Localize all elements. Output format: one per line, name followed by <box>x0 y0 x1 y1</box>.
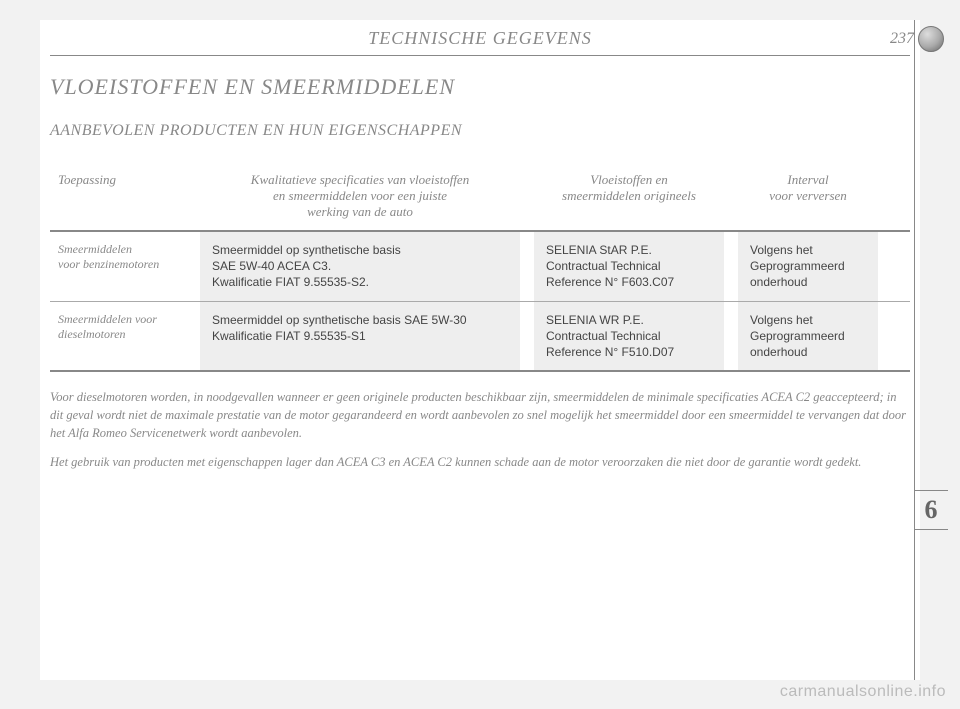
page-content: VLOEISTOFFEN EN SMEERMIDDELEN AANBEVOLEN… <box>40 56 920 471</box>
cell-product: SELENIA StAR P.E. Contractual Technical … <box>534 232 724 301</box>
col-header-spec: Kwalitatieve specificaties van vloeistof… <box>200 166 520 226</box>
col-header-interval: Interval voor verversen <box>738 166 878 226</box>
watermark: carmanualsonline.info <box>780 683 946 701</box>
fluids-table: Toepassing Kwalitatieve specificaties va… <box>50 166 910 372</box>
table-header-row: Toepassing Kwalitatieve specificaties va… <box>50 166 910 226</box>
section-number: 6 <box>914 490 948 530</box>
right-sidebar: 6 <box>914 20 948 680</box>
cell-product: SELENIA WR P.E. Contractual Technical Re… <box>534 302 724 371</box>
cell-interval: Volgens het Geprogrammeerd onderhoud <box>738 302 878 371</box>
table-body: Smeermiddelen voor benzinemotoren Smeerm… <box>50 232 910 372</box>
cell-interval: Volgens het Geprogrammeerd onderhoud <box>738 232 878 301</box>
header-title: TECHNISCHE GEGEVENS <box>90 28 870 49</box>
footnote: Voor dieselmotoren worden, in noodgevall… <box>50 388 910 442</box>
manual-page: TECHNISCHE GEGEVENS 237 VLOEISTOFFEN EN … <box>40 20 920 680</box>
page-header: TECHNISCHE GEGEVENS 237 <box>40 20 920 55</box>
col-header-product: Vloeistoffen en smeermiddelen origineels <box>534 166 724 226</box>
heading-1: VLOEISTOFFEN EN SMEERMIDDELEN <box>50 74 910 100</box>
footnote: Het gebruik van producten met eigenschap… <box>50 453 910 471</box>
col-header-use: Toepassing <box>50 166 200 226</box>
table-row: Smeermiddelen voor dieselmotoren Smeermi… <box>50 302 910 371</box>
table-bottom-rule <box>50 370 910 372</box>
table-row: Smeermiddelen voor benzinemotoren Smeerm… <box>50 232 910 301</box>
alfa-romeo-logo-icon <box>918 26 944 52</box>
cell-use: Smeermiddelen voor benzinemotoren <box>50 232 200 301</box>
page-number: 237 <box>870 30 920 48</box>
cell-spec: Smeermiddel op synthetische basis SAE 5W… <box>200 232 520 301</box>
heading-2: AANBEVOLEN PRODUCTEN EN HUN EIGENSCHAPPE… <box>50 122 910 140</box>
cell-use: Smeermiddelen voor dieselmotoren <box>50 302 200 371</box>
cell-spec: Smeermiddel op synthetische basis SAE 5W… <box>200 302 520 371</box>
